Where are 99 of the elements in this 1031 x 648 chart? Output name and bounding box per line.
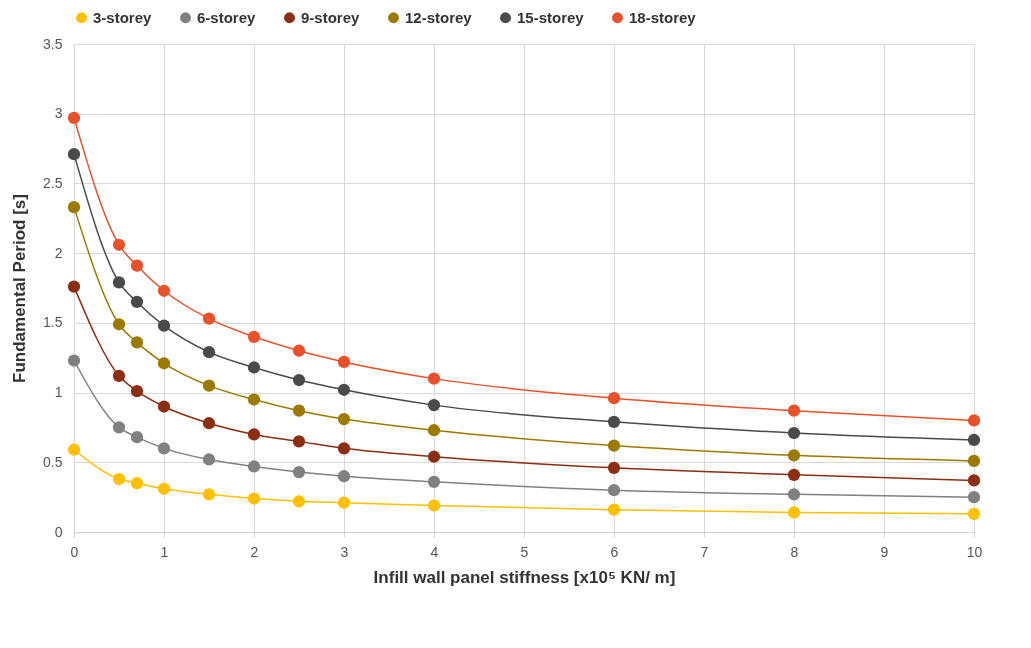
point [292, 344, 306, 357]
point [427, 372, 441, 385]
point [607, 484, 621, 497]
y-axis-title: Fundamental Period [s] [10, 194, 30, 383]
x-tick-label: 10 [966, 543, 983, 560]
x-axis-title: Infill wall panel stiffness [x10⁵ KN/ m] [373, 567, 676, 587]
point [202, 453, 216, 466]
point [112, 421, 126, 434]
point [967, 474, 981, 487]
point [787, 449, 801, 462]
legend-label: 9-storey [301, 8, 361, 26]
point [112, 238, 126, 251]
point [157, 357, 171, 370]
point [427, 424, 441, 437]
y-tick-label: 1.5 [43, 314, 63, 331]
point [607, 461, 621, 474]
x-tick-label: 2 [250, 543, 259, 560]
point [607, 392, 621, 405]
legend-label: 18-storey [629, 8, 697, 26]
point [967, 491, 981, 504]
x-tick-label: 5 [520, 543, 529, 560]
point [130, 259, 144, 272]
point [157, 442, 171, 455]
x-tick-label: 8 [790, 543, 799, 560]
x-tick-label: 1 [160, 543, 169, 560]
y-tick-label: 0 [54, 523, 63, 540]
point [337, 496, 351, 509]
legend-label: 15-storey [517, 8, 585, 26]
point [337, 383, 351, 396]
point [787, 404, 801, 417]
point [427, 475, 441, 488]
point [130, 295, 144, 309]
point [787, 506, 801, 519]
y-tick-label: 3 [54, 105, 63, 122]
point [292, 373, 306, 387]
point [292, 465, 306, 479]
point [967, 433, 981, 447]
point [157, 284, 171, 297]
point [337, 470, 351, 483]
y-tick-label: 2.5 [43, 174, 63, 191]
x-tick-label: 0 [70, 543, 79, 560]
x-tick-label: 3 [340, 543, 349, 560]
point [607, 503, 621, 516]
point [967, 454, 981, 467]
point [157, 400, 171, 413]
point [67, 280, 81, 293]
point [112, 369, 126, 382]
point [67, 111, 81, 125]
point [247, 393, 261, 406]
point [130, 336, 144, 349]
point [787, 488, 801, 501]
point [337, 442, 351, 455]
point [130, 385, 144, 398]
point [112, 276, 126, 289]
point [247, 460, 261, 473]
y-tick-label: 3.5 [43, 35, 63, 52]
point [157, 482, 171, 495]
point [247, 361, 261, 374]
point [202, 417, 216, 430]
point [67, 443, 81, 456]
point [427, 499, 441, 512]
legend-label: 3-storey [93, 8, 153, 26]
point [607, 415, 621, 428]
x-tick-label: 7 [700, 543, 709, 560]
point [292, 495, 306, 508]
point [67, 354, 81, 367]
y-tick-label: 1 [54, 384, 63, 401]
x-tick-label: 4 [430, 543, 439, 560]
point [787, 426, 801, 440]
point [202, 379, 216, 392]
point [130, 431, 144, 444]
point [337, 355, 351, 369]
point [967, 507, 981, 520]
point [292, 435, 306, 448]
legend-label: 6-storey [197, 8, 257, 26]
point [292, 404, 306, 417]
point [202, 488, 216, 501]
y-tick-label: 0.5 [43, 453, 63, 470]
point [247, 492, 261, 505]
point [427, 450, 441, 463]
point [67, 201, 81, 214]
point [130, 477, 144, 490]
point [112, 318, 126, 331]
point [202, 346, 216, 359]
x-tick-label: 6 [610, 543, 619, 560]
point [427, 399, 441, 412]
y-tick-label: 2 [54, 244, 63, 261]
point [247, 428, 261, 441]
legend-label: 12-storey [405, 8, 473, 26]
point [67, 148, 81, 161]
point [202, 312, 216, 325]
point [112, 472, 126, 486]
point [607, 439, 621, 452]
point [337, 412, 351, 426]
point [247, 330, 261, 343]
point [157, 319, 171, 332]
point [787, 468, 801, 481]
point [967, 414, 981, 427]
x-tick-label: 9 [880, 543, 889, 560]
